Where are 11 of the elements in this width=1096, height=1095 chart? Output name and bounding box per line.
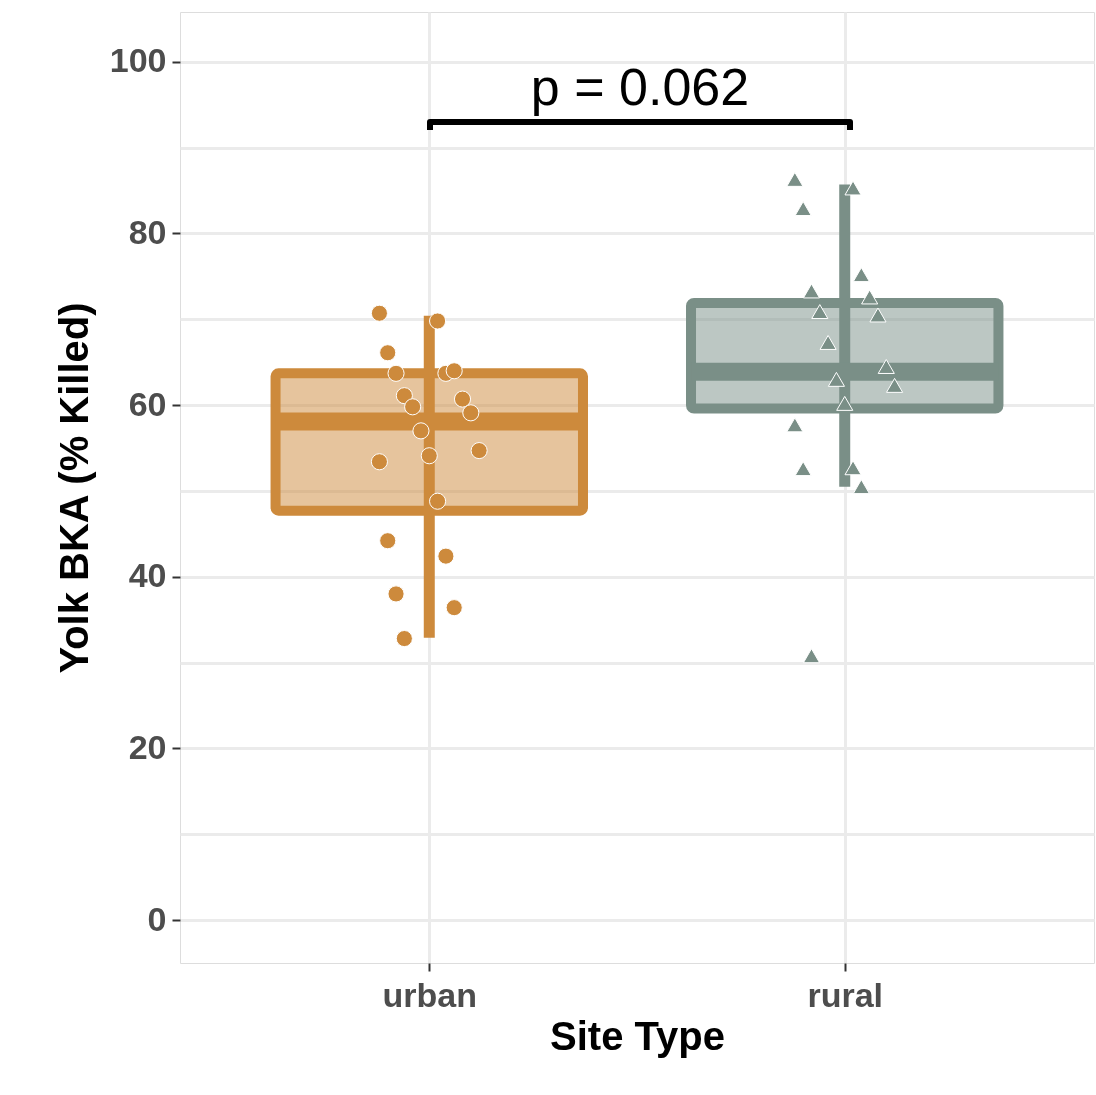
- y-tick-label: 20: [128, 727, 167, 766]
- y-tick-label: 40: [128, 556, 167, 595]
- y-tick-label: 0: [147, 899, 167, 938]
- annotation: p = 0.062: [530, 58, 750, 116]
- y-tick-label: 100: [109, 41, 167, 80]
- x-tick-label: urban: [382, 975, 477, 1014]
- x-tick-label: rural: [807, 975, 884, 1014]
- y-axis-title: Yolk BKA (% Killed): [51, 302, 96, 674]
- x-axis-title: Site Type: [550, 1013, 725, 1058]
- y-tick-label: 80: [128, 212, 167, 251]
- y-tick-label: 60: [128, 384, 167, 423]
